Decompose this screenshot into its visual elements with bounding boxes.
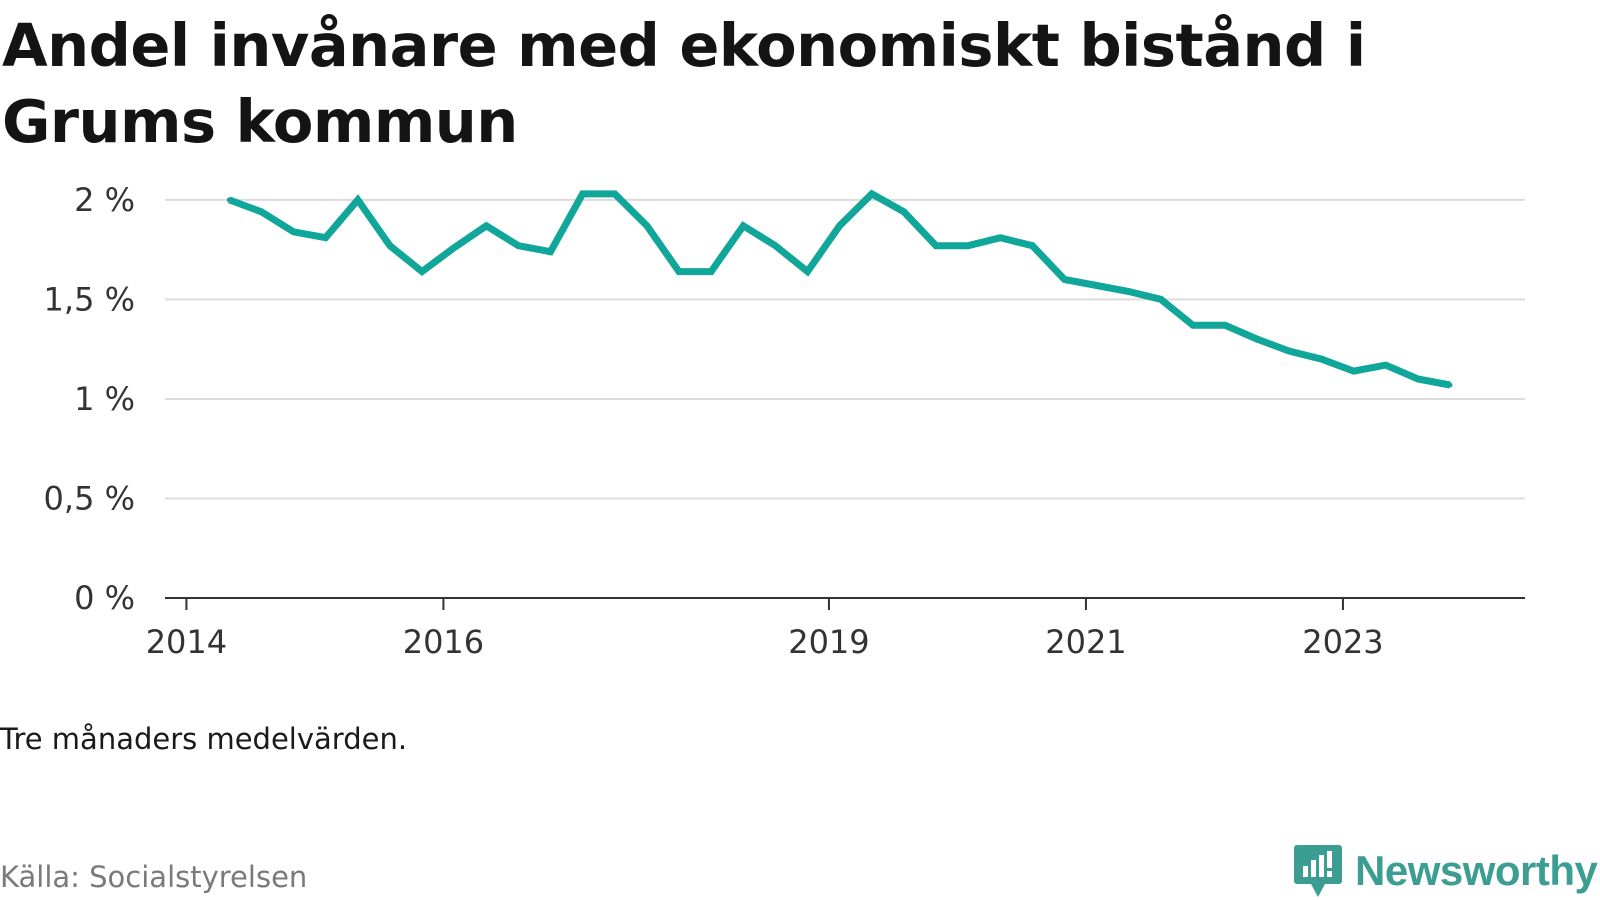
data-point xyxy=(772,243,778,249)
data-point xyxy=(1383,362,1389,368)
data-point xyxy=(1319,356,1324,362)
data-point xyxy=(933,243,939,249)
data-point xyxy=(1351,368,1357,374)
data-point xyxy=(580,191,586,197)
data-point xyxy=(1286,348,1292,354)
data-point xyxy=(1126,289,1132,294)
data-point xyxy=(997,235,1003,241)
data-point xyxy=(708,269,714,275)
newsworthy-logo: Newsworthy xyxy=(1293,842,1598,900)
data-point xyxy=(1094,283,1100,288)
x-tick-label: 2021 xyxy=(1045,623,1126,661)
grid-lines xyxy=(165,198,1525,500)
series-line xyxy=(228,189,1451,389)
data-point xyxy=(1222,322,1228,328)
data-point xyxy=(515,243,521,249)
data-point xyxy=(1062,277,1067,282)
data-point xyxy=(901,209,907,215)
data-point xyxy=(355,197,361,203)
newsworthy-logo-icon xyxy=(1294,845,1342,897)
data-point xyxy=(1158,296,1164,302)
data-point xyxy=(869,191,875,197)
y-axis: 0 % 0,5 % 1 % 1,5 % 2 % xyxy=(44,181,135,617)
data-point xyxy=(226,197,232,203)
y-tick-label: 0,5 % xyxy=(44,479,135,517)
data-point xyxy=(1415,376,1421,382)
y-tick-label: 2 % xyxy=(74,181,135,219)
series-layer xyxy=(226,189,1453,389)
data-point xyxy=(419,269,425,275)
x-axis: 2014 2016 2019 2021 2023 xyxy=(146,597,1525,661)
source-credit: Källa: Socialstyrelsen xyxy=(0,860,308,894)
data-point xyxy=(965,243,971,249)
data-point xyxy=(740,223,746,229)
data-point xyxy=(805,269,810,275)
chart-title: Andel invånare med ekonomiskt bistånd i … xyxy=(2,11,1366,156)
data-point xyxy=(323,235,329,241)
x-tick-label: 2023 xyxy=(1302,623,1383,661)
brand-name: Newsworthy xyxy=(1355,847,1598,894)
data-point xyxy=(676,269,682,275)
data-point xyxy=(291,229,296,235)
y-tick-label: 0 % xyxy=(74,579,135,617)
data-point xyxy=(1029,243,1035,249)
y-tick-label: 1 % xyxy=(74,380,135,418)
data-point xyxy=(548,249,553,255)
data-point xyxy=(612,191,618,197)
data-point xyxy=(1447,382,1453,388)
data-point xyxy=(644,223,650,229)
data-point xyxy=(258,209,264,215)
data-point xyxy=(483,223,489,229)
x-tick-label: 2016 xyxy=(403,623,484,661)
y-tick-label: 1,5 % xyxy=(44,280,135,318)
data-point xyxy=(451,245,457,251)
chart-note: Tre månaders medelvärden. xyxy=(0,722,408,756)
x-tick-label: 2014 xyxy=(146,623,227,661)
data-point xyxy=(837,223,843,229)
data-point xyxy=(1190,322,1196,328)
x-tick-label: 2019 xyxy=(788,623,869,661)
data-point xyxy=(387,243,393,249)
data-point xyxy=(1254,336,1260,342)
